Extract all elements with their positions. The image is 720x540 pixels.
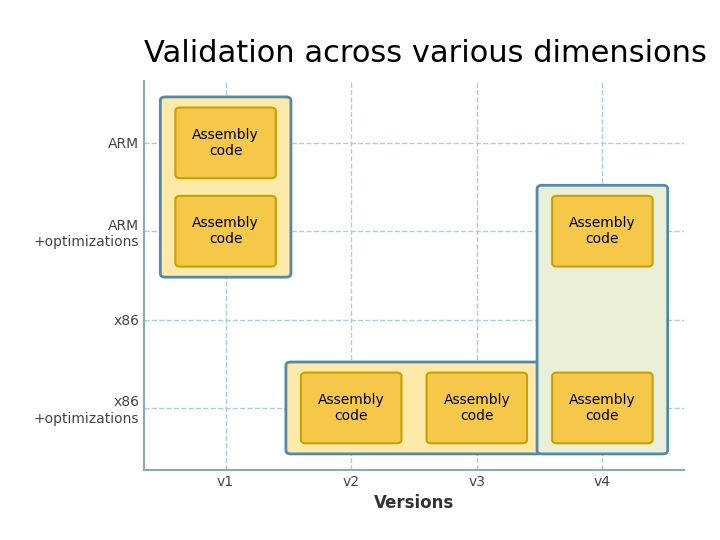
X-axis label: Versions: Versions	[374, 494, 454, 512]
Text: Assembly
code: Assembly code	[192, 216, 259, 246]
FancyBboxPatch shape	[301, 373, 402, 443]
Text: Assembly
code: Assembly code	[192, 128, 259, 158]
FancyBboxPatch shape	[552, 196, 652, 267]
FancyBboxPatch shape	[176, 107, 276, 178]
FancyBboxPatch shape	[537, 185, 667, 454]
FancyBboxPatch shape	[161, 97, 291, 277]
Text: Validation across various dimensions: Validation across various dimensions	[144, 38, 707, 68]
Text: Assembly
code: Assembly code	[569, 393, 636, 423]
Text: Assembly
code: Assembly code	[318, 393, 384, 423]
Text: Assembly
code: Assembly code	[444, 393, 510, 423]
FancyBboxPatch shape	[176, 196, 276, 267]
Text: Assembly
code: Assembly code	[569, 216, 636, 246]
FancyBboxPatch shape	[552, 373, 652, 443]
FancyBboxPatch shape	[426, 373, 527, 443]
FancyBboxPatch shape	[286, 362, 542, 454]
